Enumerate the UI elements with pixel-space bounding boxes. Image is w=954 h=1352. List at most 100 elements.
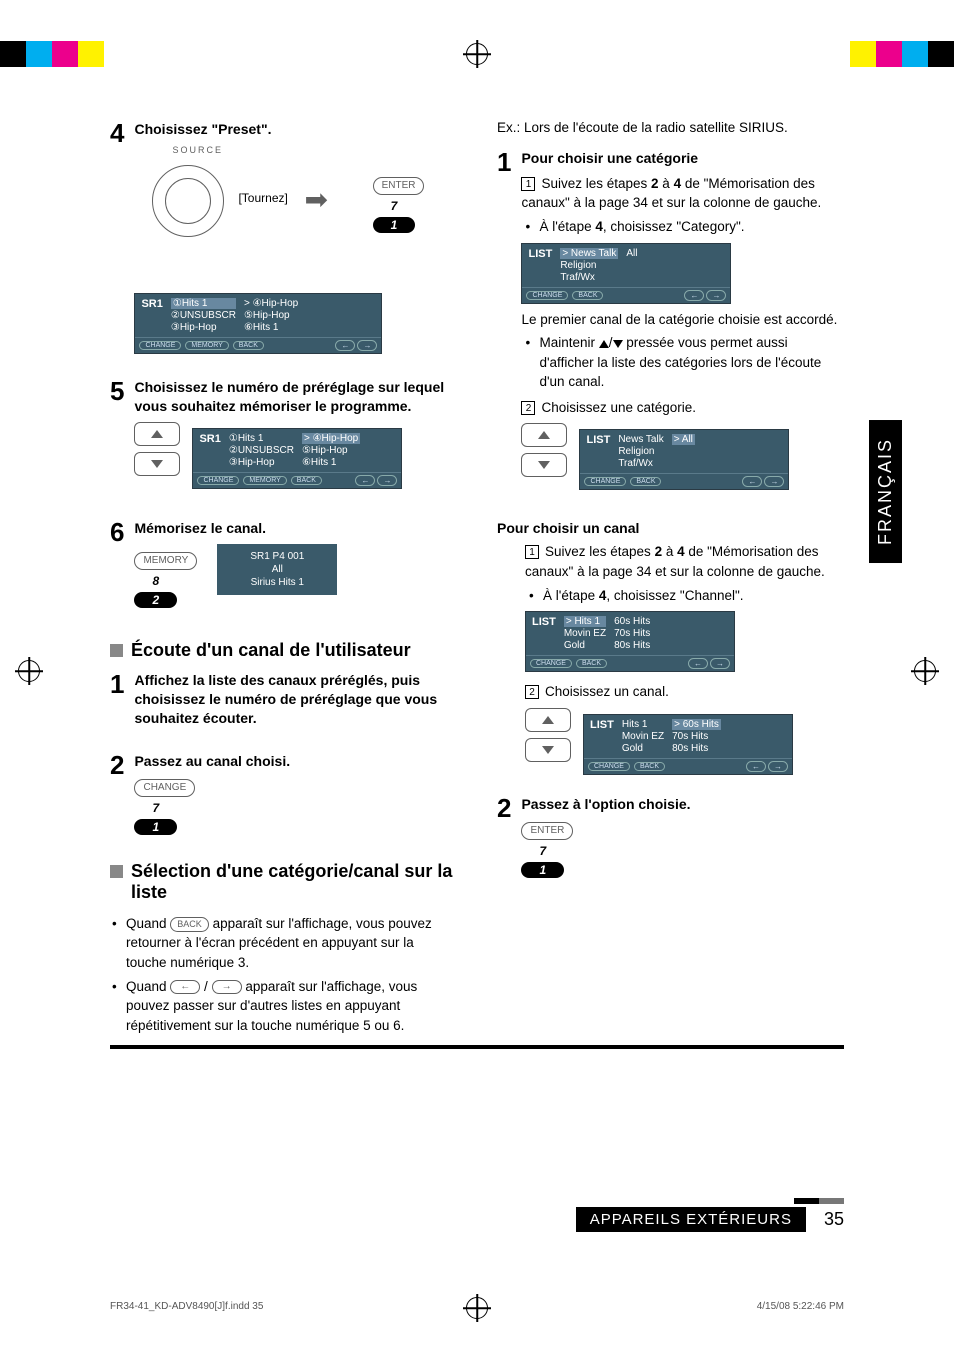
step-number: 4 [110, 120, 124, 360]
substep-1: 1Suivez les étapes 2 à 4 de "Mémorisatio… [521, 174, 844, 213]
footer-deco-icon [794, 1198, 844, 1204]
right-column: Ex.: Lors de l'écoute de la radio satell… [497, 120, 844, 1039]
up-down-keys [525, 708, 571, 762]
step-number: 1 [110, 671, 124, 734]
key-7: 7 [134, 801, 159, 815]
lcd-item: > ④Hip-Hop [302, 433, 360, 444]
lcd-category-2: LIST News Talk Religion Traf/Wx > All [579, 429, 789, 490]
step-number: 1 [497, 149, 511, 502]
lcd-item: ③Hip-Hop [171, 322, 236, 333]
example-line: Ex.: Lors de l'écoute de la radio satell… [497, 120, 844, 135]
lcd-item: Religion [618, 446, 663, 457]
enter-button: ENTER [373, 177, 425, 195]
registration-mark-bottom [466, 1297, 488, 1319]
sub-bullet: À l'étape 4, choisissez "Category". [521, 217, 844, 237]
print-meta: FR34-41_KD-ADV8490[J]f.indd 35 4/15/08 5… [110, 1301, 844, 1312]
lcd-item: Traf/Wx [618, 458, 663, 469]
section-title-text: Écoute d'un canal de l'utilisateur [131, 640, 411, 662]
section-selection-title: Sélection d'une catégorie/canal sur la l… [110, 861, 457, 904]
lcd-label: SR1 [141, 298, 162, 333]
lcd-footer-btn: CHANGE [526, 291, 568, 300]
lcd-label: LIST [532, 616, 556, 651]
enter-button: ENTER [521, 822, 573, 840]
lcd-item: > All [672, 434, 695, 445]
ecoute-step-1: 1 Affichez la liste des canaux préréglés… [110, 671, 457, 734]
source-label: SOURCE [172, 145, 223, 155]
boxed-number: 1 [525, 545, 539, 559]
registration-mark-top [466, 43, 488, 65]
lcd-item: Hits 1 [622, 719, 664, 730]
selection-notes: Quand BACK apparaît sur l'affichage, vou… [110, 914, 457, 1035]
lcd-preset-list: SR1 ①Hits 1 ②UNSUBSCR ③Hip-Hop > ④Hip-Ho… [134, 293, 382, 354]
enter-button-stack: ENTER 7 1 [521, 822, 844, 878]
note-back: Quand BACK apparaît sur l'affichage, vou… [110, 914, 457, 973]
lcd-item: ⑤Hip-Hop [302, 445, 360, 456]
step-title: Choisissez "Preset". [134, 120, 457, 139]
lcd-item: 60s Hits [614, 616, 650, 627]
memory-button-stack: MEMORY 8 2 [134, 552, 197, 608]
lcd-item: 70s Hits [614, 628, 650, 639]
lcd-item: ③Hip-Hop [229, 457, 294, 468]
step-title: Passez à l'option choisie. [521, 795, 844, 814]
lcd-item: > Hits 1 [564, 616, 606, 627]
square-bullet-icon [110, 644, 123, 657]
lcd-item: ①Hits 1 [171, 298, 236, 309]
step-title: Choisissez le numéro de préréglage sur l… [134, 378, 457, 416]
lcd-item: News Talk [618, 434, 663, 445]
lcd-label: LIST [586, 434, 610, 469]
key-1: 1 [373, 217, 416, 233]
key-1: 1 [134, 819, 177, 835]
step-6: 6 Mémorisez le canal. MEMORY 8 2 SR1 P4 … [110, 519, 457, 622]
step-title: Affichez la liste des canaux préréglés, … [134, 671, 457, 728]
key-7: 7 [373, 199, 398, 213]
lcd-item: ②UNSUBSCR [171, 310, 236, 321]
up-key-icon [134, 422, 180, 446]
boxed-number: 2 [521, 401, 535, 415]
step-number: 2 [110, 752, 124, 843]
lcd-preset-select: SR1 ①Hits 1 ②UNSUBSCR ③Hip-Hop > ④Hip-Ho… [192, 428, 402, 489]
registration-mark-right [914, 660, 936, 682]
substep-2-text: Choisissez une catégorie. [541, 400, 696, 415]
lcd-channel-2: LIST Hits 1 Movin EZ Gold > 60s Hits 70s… [583, 714, 793, 775]
footer-accent-bar [110, 1045, 844, 1049]
lcd-item: 80s Hits [614, 640, 650, 651]
lcd-item: Traf/Wx [560, 272, 618, 283]
left-column: 4 Choisissez "Preset". SOURCE [Tournez] … [110, 120, 457, 1039]
lcd-category-1: LIST > News Talk Religion Traf/Wx All [521, 243, 731, 304]
up-key-icon [521, 423, 567, 447]
change-button: CHANGE [134, 779, 195, 797]
down-key-icon [525, 738, 571, 762]
step-number: 5 [110, 378, 124, 501]
key-8: 8 [134, 574, 159, 588]
lcd-item: ⑥Hits 1 [302, 457, 360, 468]
step-title: Mémorisez le canal. [134, 519, 457, 538]
color-bars-left [0, 41, 104, 67]
section-ecoute-title: Écoute d'un canal de l'utilisateur [110, 640, 457, 662]
source-diagram: SOURCE [Tournez] ➡ ENTER 7 1 [134, 145, 424, 285]
sr-line: All [227, 563, 327, 576]
crop-marks-top [0, 40, 954, 68]
lcd-footer-btn: MEMORY [243, 476, 286, 485]
lcd-item: ①Hits 1 [229, 433, 294, 444]
lcd-item: > ④Hip-Hop [244, 298, 298, 309]
key-2: 2 [134, 592, 177, 608]
triangle-up-icon [599, 340, 609, 348]
back-pill: BACK [170, 917, 209, 932]
step-title: Passez au canal choisi. [134, 752, 457, 771]
footer-section-label: APPAREILS EXTÉRIEURS [576, 1207, 806, 1232]
up-down-keys [134, 422, 180, 476]
lcd-item: ②UNSUBSCR [229, 445, 294, 456]
step-number: 6 [110, 519, 124, 622]
enter-button-stack: ENTER 7 1 [373, 177, 425, 233]
change-button-stack: CHANGE 7 1 [134, 779, 457, 835]
down-key-icon [134, 452, 180, 476]
lcd-footer-btn: CHANGE [530, 659, 572, 668]
right-step-1: 1 Pour choisir une catégorie 1Suivez les… [497, 149, 844, 502]
canal-sub-bullet: À l'étape 4, choisissez "Channel". [525, 586, 844, 606]
lcd-item: Gold [564, 640, 606, 651]
lcd-item: Movin EZ [564, 628, 606, 639]
lcd-item: ⑥Hits 1 [244, 322, 298, 333]
lcd-item: 70s Hits [672, 731, 721, 742]
key-1: 1 [521, 862, 564, 878]
page-content: FRANÇAIS 4 Choisissez "Preset". SOURCE [… [110, 120, 844, 1232]
